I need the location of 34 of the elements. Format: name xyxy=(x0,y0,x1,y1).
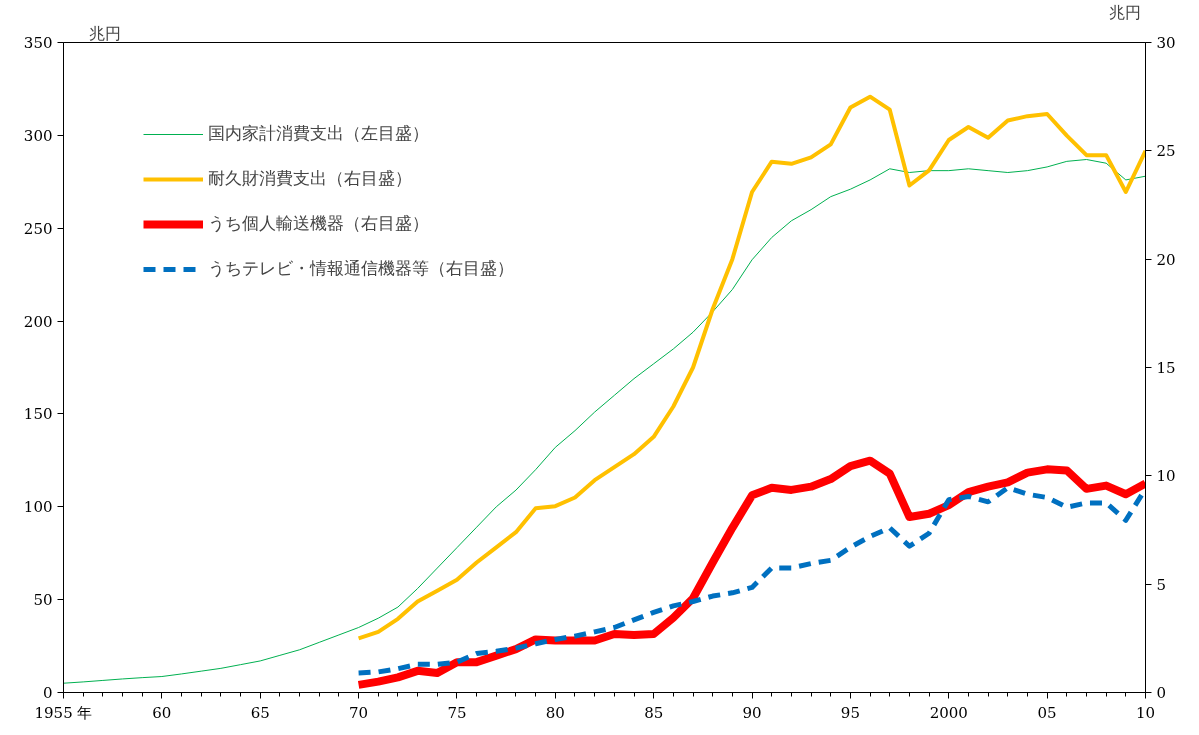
y-tick-label: 300 xyxy=(23,126,53,145)
y2-tick-label: 20 xyxy=(1156,250,1176,269)
x-tick-label: 85 xyxy=(644,703,664,722)
y-axis-title: 兆円 xyxy=(88,23,121,43)
legend-label: 国内家計消費支出（左目盛） xyxy=(208,122,429,145)
x-tick-label: 10 xyxy=(1135,703,1156,722)
y-tick-label: 0 xyxy=(42,684,53,702)
x-tick-label: 60 xyxy=(152,703,172,722)
x-tick-label: 95 xyxy=(840,703,860,722)
x-tick-label: 05 xyxy=(1037,703,1057,722)
y-tick-label: 250 xyxy=(23,219,53,238)
x-tick-label: 90 xyxy=(742,703,762,722)
legend-label: 耐久財消費支出（右目盛） xyxy=(208,167,412,190)
line-series xyxy=(63,159,1146,684)
y-tick-label: 150 xyxy=(23,405,53,424)
legend-label: うち個人輸送機器（右目盛） xyxy=(208,212,429,235)
y2-tick-label: 5 xyxy=(1156,575,1167,594)
y2-tick-label: 10 xyxy=(1156,467,1176,486)
x-tick-label: 2000 xyxy=(929,703,968,722)
y2-tick-label: 0 xyxy=(1156,684,1167,702)
y-tick-label: 200 xyxy=(23,312,53,331)
y2-axis-title: 兆円 xyxy=(1108,2,1141,22)
x-tick-label: 65 xyxy=(250,703,270,722)
y-tick-label: 350 xyxy=(23,34,53,52)
x-tick-label: 70 xyxy=(349,703,369,722)
y2-tick-label: 25 xyxy=(1156,142,1176,161)
y2-tick-label: 30 xyxy=(1156,34,1176,52)
x-tick-label: 75 xyxy=(447,703,467,722)
x-tick-label: 80 xyxy=(545,703,565,722)
y2-tick-label: 15 xyxy=(1156,359,1176,377)
y-tick-label: 100 xyxy=(23,498,53,517)
legend-label: うちテレビ・情報通信機器等（右目盛） xyxy=(208,257,514,280)
y-tick-label: 50 xyxy=(33,591,53,610)
x-tick-label: 1955 年 xyxy=(34,703,93,722)
